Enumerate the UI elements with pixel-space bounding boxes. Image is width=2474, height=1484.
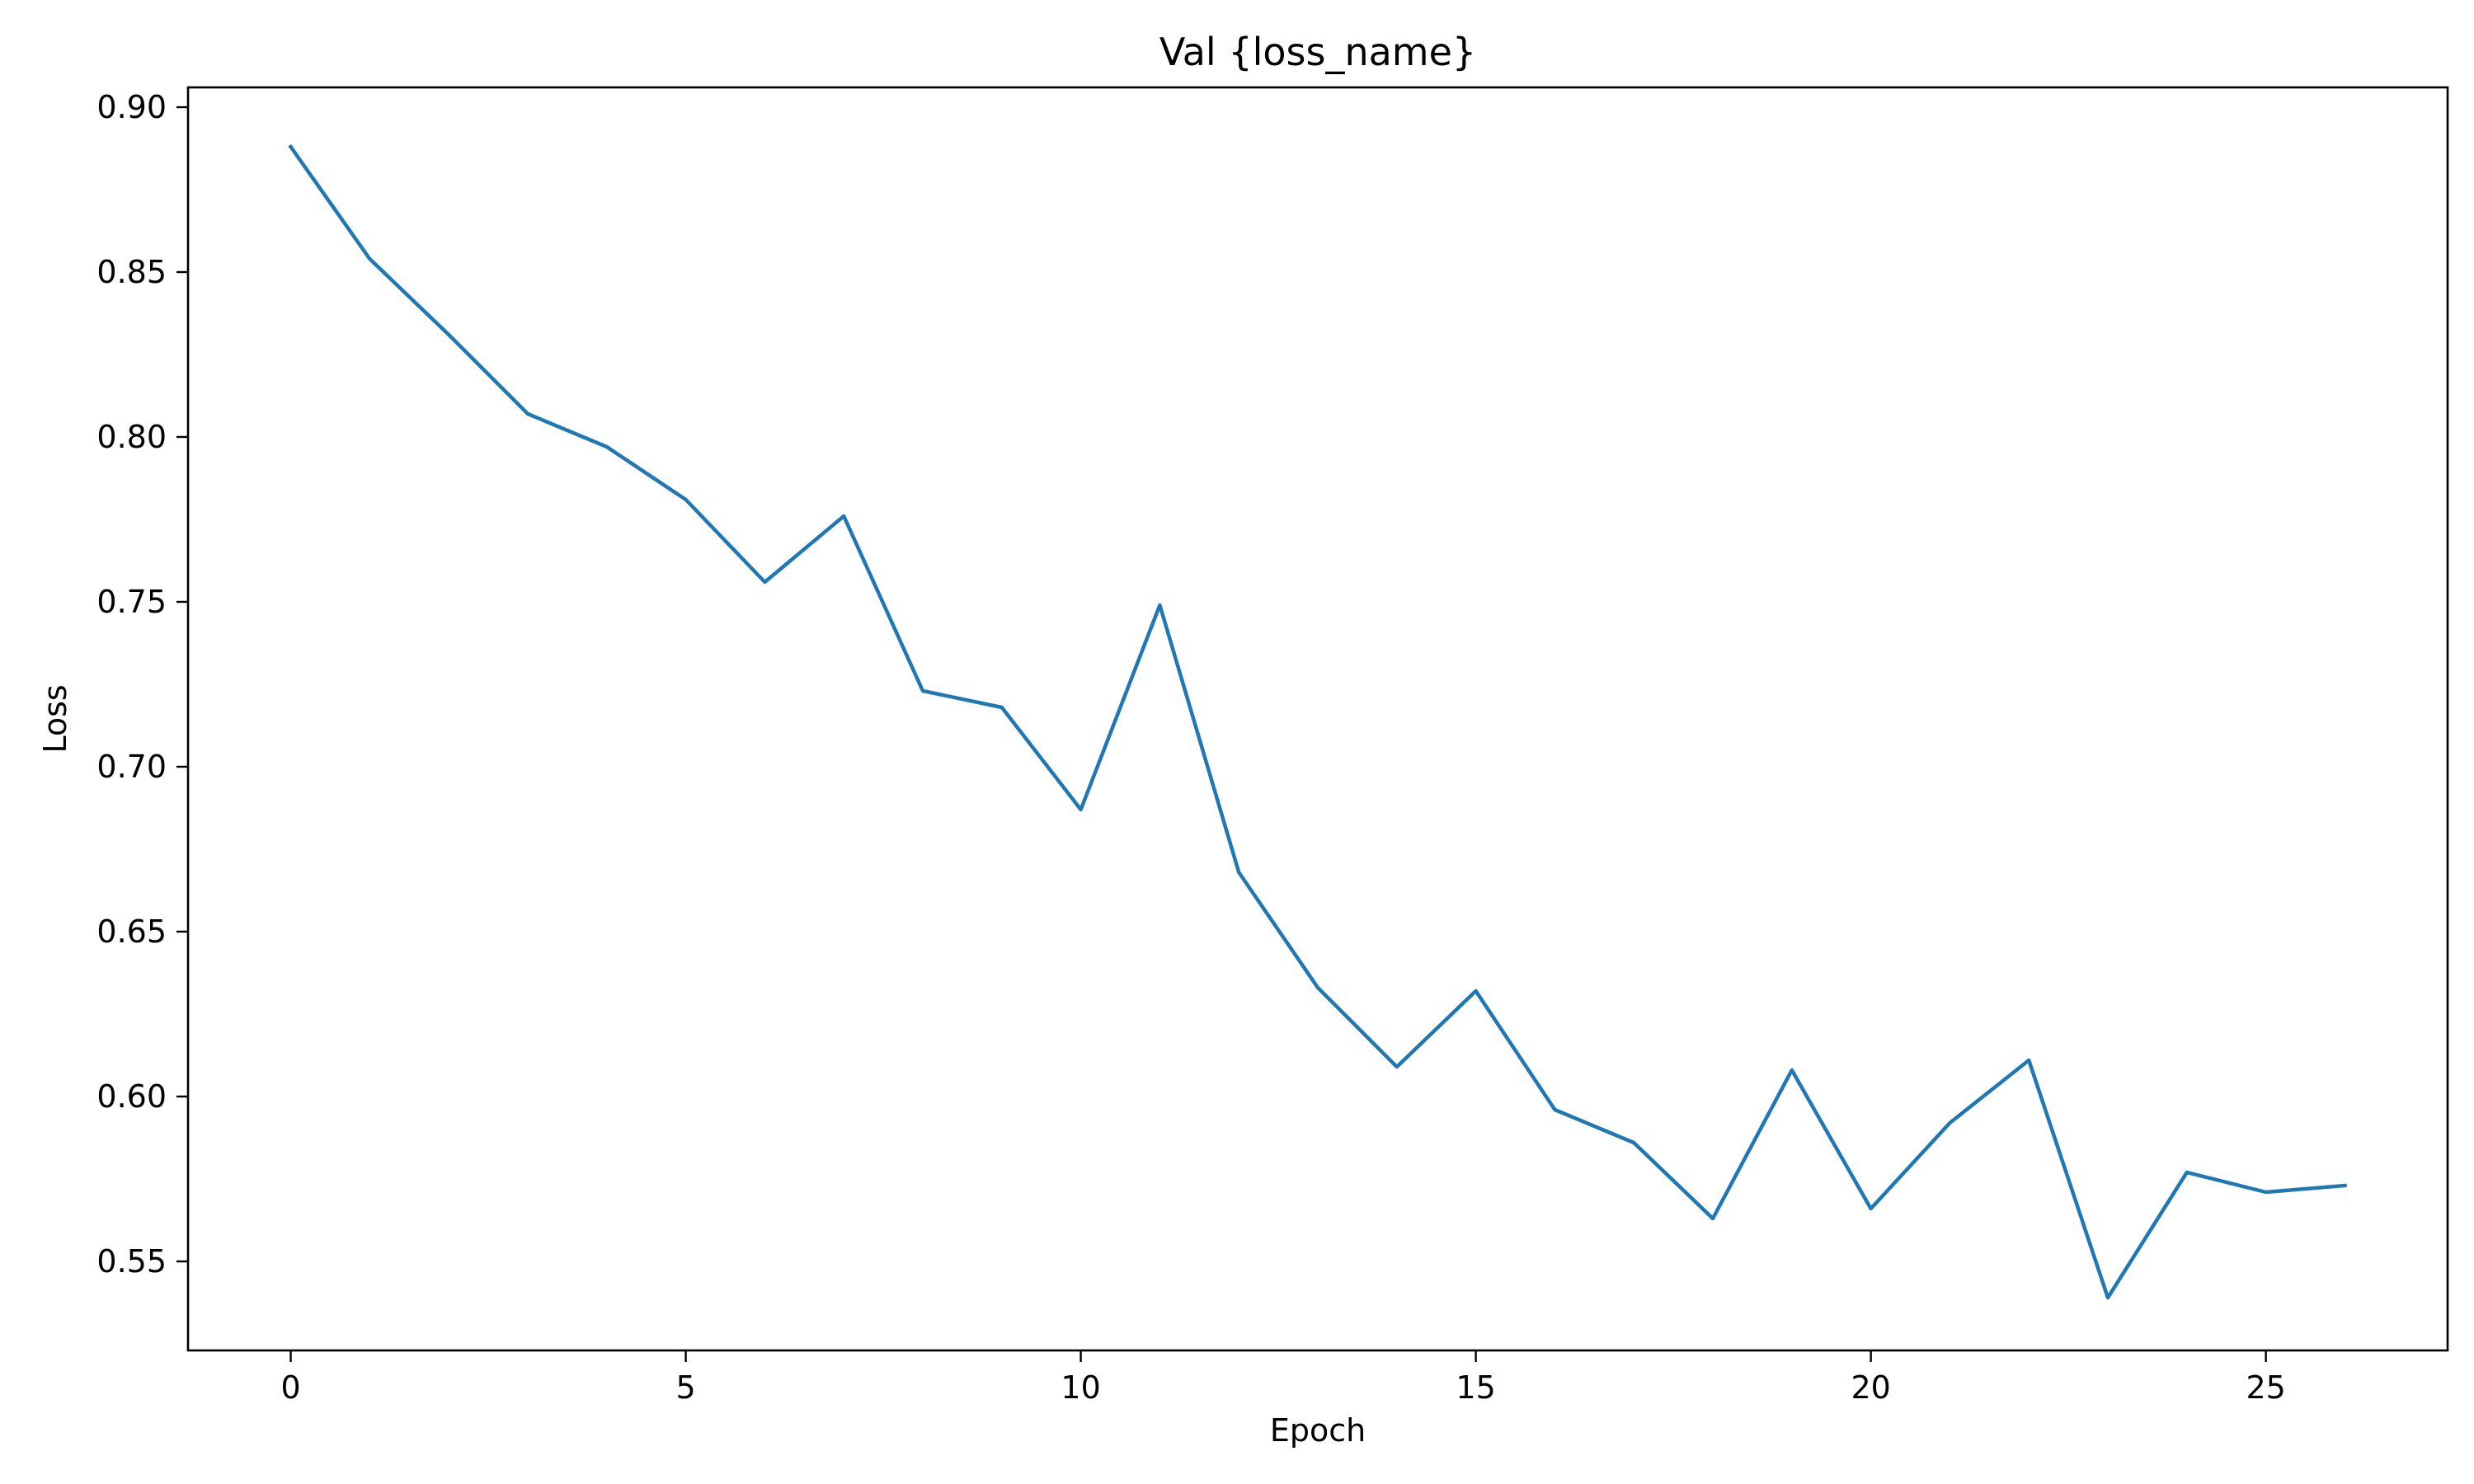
- chart-title: Val {loss_name}: [1159, 30, 1476, 74]
- x-tick-label: 0: [280, 1369, 300, 1406]
- y-tick-label: 0.55: [96, 1243, 167, 1280]
- x-tick-label: 25: [2246, 1369, 2285, 1406]
- y-axis: 0.55 0.60 0.65 0.70 0.75 0.80 0.85 0.90: [96, 89, 188, 1280]
- x-tick-label: 10: [1061, 1369, 1100, 1406]
- y-tick-label: 0.80: [96, 419, 167, 455]
- y-tick-label: 0.75: [96, 584, 167, 620]
- x-tick-label: 5: [675, 1369, 695, 1406]
- y-tick-label: 0.85: [96, 254, 167, 290]
- axes-frame: [186, 86, 2449, 1352]
- x-axis: 0 5 10 15 20 25: [280, 1350, 2286, 1406]
- y-tick-label: 0.70: [96, 749, 167, 785]
- y-tick-label: 0.60: [96, 1078, 167, 1115]
- x-tick-label: 20: [1851, 1369, 1890, 1406]
- y-axis-label: Loss: [37, 684, 73, 753]
- y-tick-label: 0.90: [96, 89, 167, 125]
- x-axis-label: Epoch: [1270, 1412, 1366, 1449]
- y-tick-label: 0.65: [96, 913, 167, 950]
- x-tick-label: 15: [1456, 1369, 1495, 1406]
- series-line: [288, 143, 2347, 1300]
- plot-area: [288, 143, 2347, 1300]
